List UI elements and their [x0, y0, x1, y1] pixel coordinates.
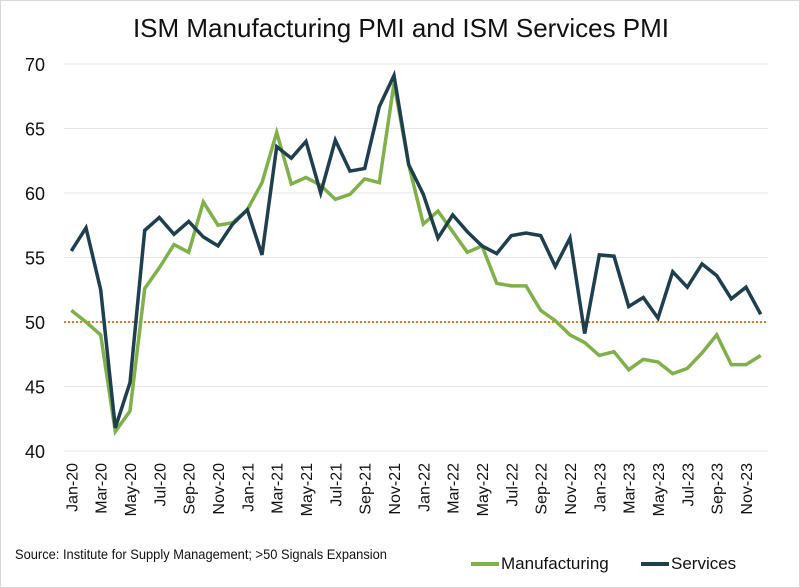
y-tick-label: 70 [25, 55, 45, 75]
y-tick-label: 50 [25, 313, 45, 333]
x-tick-label: Sep-21 [358, 463, 375, 515]
y-tick-label: 40 [25, 442, 45, 462]
y-tick-label: 45 [25, 378, 45, 398]
x-tick-label: Nov-20 [211, 463, 228, 515]
x-tick-label: Nov-21 [387, 463, 404, 515]
x-tick-label: Jul-21 [328, 463, 345, 507]
series-points-services [71, 75, 761, 428]
y-tick-label: 65 [25, 120, 45, 140]
x-tick-label: May-20 [123, 463, 140, 516]
legend-manufacturing: Manufacturing [471, 554, 609, 574]
chart-title: ISM Manufacturing PMI and ISM Services P… [132, 13, 670, 43]
legend-swatch [471, 562, 499, 566]
y-tick-label: 60 [25, 184, 45, 204]
x-tick-label: Mar-21 [270, 463, 287, 514]
x-tick-label: Jan-22 [416, 463, 433, 512]
x-tick-label: Mar-20 [94, 463, 111, 514]
x-tick-label: May-22 [475, 463, 492, 516]
x-tick-label: Sep-23 [710, 463, 727, 515]
x-tick-label: Nov-23 [739, 463, 756, 515]
x-tick-label: Mar-23 [622, 463, 639, 514]
x-tick-label: Jul-20 [152, 463, 169, 507]
x-tick-label: Sep-22 [534, 463, 551, 515]
x-tick-label: Jan-23 [592, 463, 609, 512]
x-tick-label: Jan-21 [240, 463, 257, 512]
series-line-manufacturing [70, 83, 762, 437]
x-tick-label: May-23 [651, 463, 668, 516]
x-tick-label: Jan-20 [64, 463, 81, 512]
y-tick-label: 55 [25, 249, 45, 269]
legend-swatch [641, 562, 669, 566]
legend-label: Manufacturing [501, 554, 609, 573]
legend-label: Services [671, 554, 737, 573]
x-tick-label: Sep-20 [182, 463, 199, 515]
series-points-manufacturing [71, 83, 761, 432]
x-tick-label: Mar-22 [446, 463, 463, 514]
legend-services: Services [641, 554, 736, 574]
x-tick-label: May-21 [299, 463, 316, 516]
x-tick-label: Nov-22 [563, 463, 580, 515]
x-tick-label: Jul-22 [504, 463, 521, 507]
series-line-services [69, 69, 763, 429]
source-note: Source: Institute for Supply Management;… [15, 546, 387, 562]
x-tick-label: Jul-23 [680, 463, 697, 507]
